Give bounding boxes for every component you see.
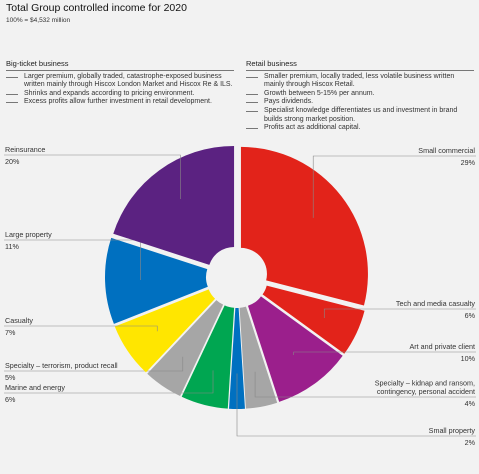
pie-slice — [114, 289, 216, 373]
slice-label: Tech and media casualty — [396, 299, 476, 308]
leader-line — [293, 351, 476, 356]
list-item: Shrinks and expands according to pricing… — [6, 90, 234, 99]
slice-value-label: 5% — [5, 373, 16, 382]
pie-slice — [262, 285, 365, 354]
pie-slice — [113, 145, 235, 265]
slice-label: Marine and energy — [5, 383, 65, 392]
list-item: Excess profits allow further investment … — [6, 98, 234, 107]
leader-line — [254, 371, 476, 398]
leader-line — [312, 155, 476, 218]
slice-value-label: 10% — [461, 354, 476, 363]
pie-slice — [229, 307, 245, 409]
leader-line — [4, 154, 181, 199]
leader-line — [323, 308, 476, 319]
slice-value-label: 6% — [465, 311, 476, 320]
slice-value-label: 29% — [461, 158, 476, 167]
slice-value-label: 6% — [5, 395, 16, 404]
pie-slice — [147, 300, 224, 397]
pie-slice — [105, 237, 208, 324]
list-item: Specialist knowledge differentiates us a… — [246, 107, 474, 124]
slice-value-label: 7% — [5, 328, 16, 337]
pie-slice — [240, 146, 368, 306]
slice-value-label: 20% — [5, 157, 20, 166]
slice-value-label: 2% — [465, 438, 476, 447]
pie-slice — [247, 296, 343, 402]
leader-line — [4, 370, 214, 394]
chart-subtitle: 100% = $4,532 million — [6, 17, 71, 24]
slice-label: Small property — [429, 426, 476, 435]
slice-label: Casualty — [5, 316, 33, 325]
slice-label: Large property — [5, 230, 52, 239]
list-item: Profits act as additional capital. — [246, 124, 474, 133]
slice-label: Reinsurance — [5, 145, 45, 154]
slice-label: Specialty – terrorism, product recall — [5, 361, 118, 370]
leader-line — [4, 325, 158, 332]
list-item: Smaller premium, locally traded, less vo… — [246, 73, 474, 90]
slice-value-label: 4% — [465, 399, 476, 408]
list-item: Growth between 5-15% per annum. — [246, 90, 474, 99]
slice-value-label: 11% — [5, 242, 19, 251]
pie-slice — [181, 305, 235, 409]
leader-line — [236, 373, 476, 437]
big-ticket-business-header: Big-ticket business — [6, 59, 234, 71]
retail-business-list: Smaller premium, locally traded, less vo… — [246, 73, 474, 133]
leader-line — [4, 356, 184, 372]
retail-business-header: Retail business — [246, 59, 474, 71]
retail-business-panel: Retail business Smaller premium, locally… — [246, 59, 474, 133]
big-ticket-business-panel: Big-ticket business Larger premium, glob… — [6, 59, 234, 107]
big-ticket-business-list: Larger premium, globally traded, catastr… — [6, 73, 234, 107]
slice-label: Art and private client — [409, 342, 475, 351]
slice-label: Small commercial — [418, 146, 475, 155]
chart-title: Total Group controlled income for 2020 — [6, 2, 187, 14]
list-item: Pays dividends. — [246, 98, 474, 107]
pie-slice — [239, 306, 278, 409]
slice-label: Specialty – kidnap and ransom, contingenc… — [375, 378, 475, 396]
list-item: Larger premium, globally traded, catastr… — [6, 73, 234, 90]
